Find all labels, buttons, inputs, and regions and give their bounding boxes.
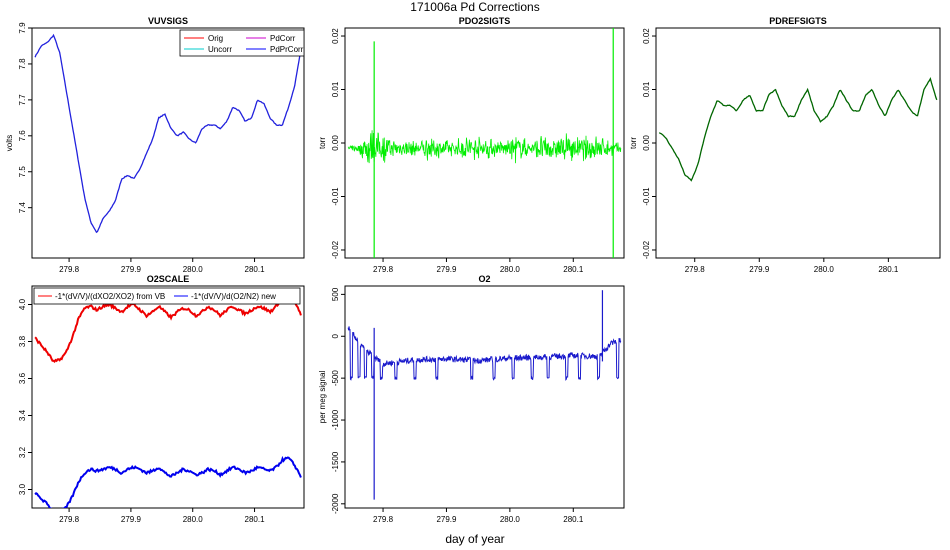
vuvsigs-ytick-label: 7.5 bbox=[18, 166, 27, 178]
o2scale-ytick-label: 3.2 bbox=[18, 446, 27, 458]
vuvsigs-frame bbox=[31, 27, 305, 259]
pdrefsigts-ytick-label: 0.01 bbox=[642, 81, 651, 97]
vuvsigs-title: VUVSIGS bbox=[148, 16, 188, 26]
vuvsigs-ylabel: volts bbox=[5, 135, 14, 151]
o2-xtick-label: 279.8 bbox=[373, 515, 394, 524]
vuvsigs-series-line bbox=[34, 33, 302, 234]
pdo2sigts-panel: PDO2SIGTS torr 279.8 279.9 280.0 280.1 -0.02 -0… bbox=[318, 16, 625, 274]
vuvsigs-legend-label: PdPrCorr bbox=[270, 45, 304, 54]
o2scale-plot-area bbox=[34, 290, 302, 508]
o2scale-ytick-label: 3.0 bbox=[18, 483, 27, 495]
o2-ytick-label: 0 bbox=[331, 333, 340, 338]
pdrefsigts-panel: PDREFSIGTS torr 279.8 279.9 280.0 280.1 -0.02 -… bbox=[629, 16, 941, 274]
o2scale-xtick-label: 279.9 bbox=[121, 515, 142, 524]
vuvsigs-ytick-label: 7.7 bbox=[18, 94, 27, 106]
pdo2sigts-ytick-label: 0.02 bbox=[331, 28, 340, 44]
o2-xtick-label: 280.0 bbox=[500, 515, 521, 524]
pdrefsigts-ylabel: torr bbox=[629, 137, 638, 149]
vuvsigs-xtick-label: 280.0 bbox=[183, 265, 204, 274]
pdo2sigts-xtick-label: 280.1 bbox=[563, 265, 584, 274]
o2scale-xtick-label: 279.8 bbox=[59, 515, 80, 524]
o2scale-panel: O2SCALE 279.8 279.9 280.0 280.1 3.0 3.2 3.4 3.6 3… bbox=[18, 274, 305, 524]
o2-xtick-label: 279.9 bbox=[436, 515, 457, 524]
pdrefsigts-plot-area bbox=[658, 76, 938, 182]
vuvsigs-legend-box bbox=[179, 29, 305, 57]
pdo2sigts-title: PDO2SIGTS bbox=[459, 16, 511, 26]
o2-series-line bbox=[347, 326, 622, 381]
vuvsigs-xtick-label: 279.9 bbox=[121, 265, 142, 274]
vuvsigs-legend-label: Uncorr bbox=[208, 45, 232, 54]
pdo2sigts-ytick-label: 0.00 bbox=[331, 135, 340, 151]
o2-frame bbox=[344, 285, 625, 509]
o2scale-ytick-label: 3.4 bbox=[18, 409, 27, 421]
figure-title: 171006a Pd Corrections bbox=[410, 0, 539, 14]
figure-xlabel: day of year bbox=[445, 532, 504, 546]
panels: VUVSIGS volts 279.8 279.9 280.0 280.1 7.4 7.5 7.… bbox=[5, 16, 941, 524]
pdo2sigts-xtick-label: 279.8 bbox=[373, 265, 394, 274]
pdo2sigts-plot-area bbox=[347, 28, 622, 258]
pdrefsigts-title: PDREFSIGTS bbox=[769, 16, 827, 26]
o2-ytick-label: -500 bbox=[331, 370, 340, 387]
vuvsigs-ytick-label: 7.6 bbox=[18, 130, 27, 142]
vuvsigs-ytick-label: 7.9 bbox=[18, 22, 27, 34]
pdrefsigts-xtick-label: 280.1 bbox=[878, 265, 899, 274]
vuvsigs-ytick-label: 7.4 bbox=[18, 202, 27, 214]
o2scale-ytick-label: 4.0 bbox=[18, 298, 27, 310]
vuvsigs-xtick-label: 280.1 bbox=[245, 265, 266, 274]
o2-panel: O2 per meg signal 279.8 279.9 280.0 280.1 -200… bbox=[318, 274, 625, 524]
o2-ytick-label: 500 bbox=[331, 287, 340, 301]
vuvsigs-legend-label: PdCorr bbox=[270, 34, 296, 43]
o2scale-xtick-label: 280.0 bbox=[183, 515, 204, 524]
pdrefsigts-series-line bbox=[658, 76, 938, 182]
o2-ytick-label: -1500 bbox=[331, 451, 340, 472]
o2scale-ytick-label: 3.6 bbox=[18, 372, 27, 384]
o2scale-title: O2SCALE bbox=[147, 274, 190, 284]
o2scale-legend-label: -1*(dV/V)/(dXO2/XO2) from VB bbox=[55, 292, 165, 301]
pdrefsigts-frame bbox=[655, 27, 941, 259]
pdo2sigts-series-line bbox=[347, 130, 622, 164]
o2scale-series-line bbox=[34, 455, 302, 508]
o2-ytick-label: -1000 bbox=[331, 409, 340, 430]
pdo2sigts-xtick-label: 279.9 bbox=[436, 265, 457, 274]
pdrefsigts-ytick-label: 0.00 bbox=[642, 135, 651, 151]
o2-ylabel: per meg signal bbox=[318, 371, 327, 424]
pdo2sigts-ytick-label: 0.01 bbox=[331, 81, 340, 97]
pdo2sigts-ylabel: torr bbox=[318, 137, 327, 149]
vuvsigs-plot-area bbox=[34, 33, 302, 234]
pdo2sigts-ytick-label: -0.02 bbox=[331, 240, 340, 259]
pdrefsigts-ytick-label: 0.02 bbox=[642, 28, 651, 44]
o2scale-xtick-label: 280.1 bbox=[245, 515, 266, 524]
o2-plot-area bbox=[347, 290, 622, 500]
pdrefsigts-xtick-label: 280.0 bbox=[814, 265, 835, 274]
pdrefsigts-xtick-label: 279.8 bbox=[685, 265, 706, 274]
o2-xtick-label: 280.1 bbox=[563, 515, 584, 524]
o2-title: O2 bbox=[478, 274, 490, 284]
pdrefsigts-ytick-label: -0.01 bbox=[642, 187, 651, 206]
pdrefsigts-xtick-label: 279.9 bbox=[749, 265, 770, 274]
vuvsigs-ytick-label: 7.8 bbox=[18, 58, 27, 70]
o2-ytick-label: -2000 bbox=[331, 493, 340, 514]
o2scale-legend-box bbox=[33, 287, 301, 305]
pdrefsigts-ytick-label: -0.02 bbox=[642, 240, 651, 259]
o2scale-series-line bbox=[34, 290, 302, 363]
o2scale-legend-label: -1*(dV/V)/d(O2/N2) new bbox=[191, 292, 276, 301]
vuvsigs-panel: VUVSIGS volts 279.8 279.9 280.0 280.1 7.4 7.5 7.… bbox=[5, 16, 305, 274]
o2scale-ytick-label: 3.8 bbox=[18, 335, 27, 347]
vuvsigs-legend-label: Orig bbox=[208, 34, 223, 43]
pdo2sigts-xtick-label: 280.0 bbox=[500, 265, 521, 274]
pdo2sigts-ytick-label: -0.01 bbox=[331, 187, 340, 206]
vuvsigs-xtick-label: 279.8 bbox=[59, 265, 80, 274]
